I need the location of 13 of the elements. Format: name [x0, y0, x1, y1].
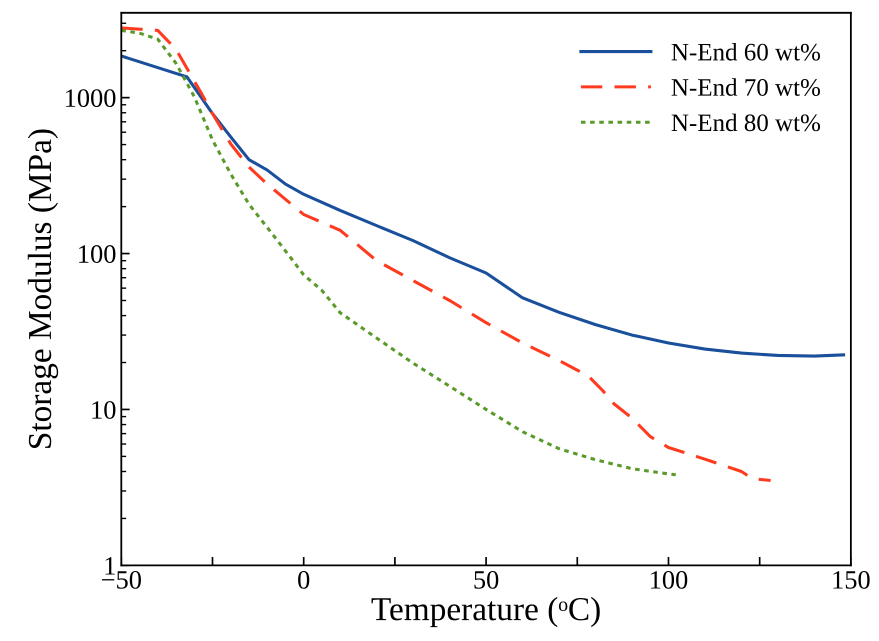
legend-label: N-End 70 wt% [672, 78, 820, 96]
y-tick-label: 100 [79, 245, 116, 263]
x-axis-title: Temperature (ᵒC) [372, 596, 600, 628]
y-tick-label: 1000 [66, 89, 116, 108]
legend-label: N-End 60 wt% [672, 42, 820, 61]
y-tick-label: 10 [92, 401, 116, 419]
x-tick-label: 0 [298, 570, 310, 589]
y-axis-title: Storage Modulus (MPa) [28, 129, 58, 448]
x-tick-label: 50 [474, 570, 498, 589]
legend-label: N-End 80 wt% [672, 114, 820, 132]
x-tick-label: 150 [833, 570, 870, 589]
x-tick-label: 100 [651, 570, 688, 589]
line-series [121, 26, 772, 482]
